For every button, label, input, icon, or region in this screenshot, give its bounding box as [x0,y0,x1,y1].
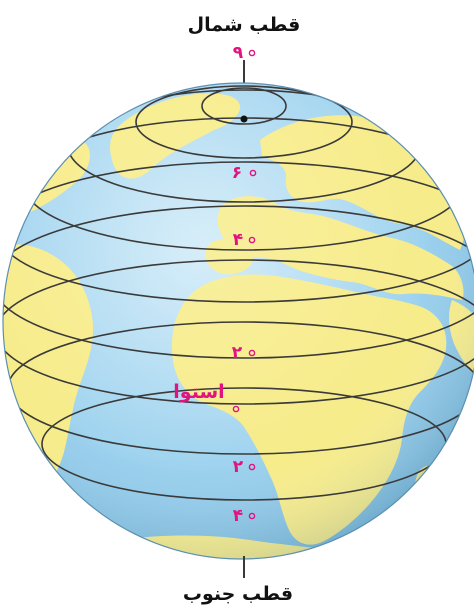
degree-label-20-south: ۲ [233,457,256,477]
south-pole-label: قطب جنوب [183,583,293,605]
latitude-line-20-south [3,259,474,405]
globe-outline [2,82,474,560]
degree-label-90: ۹ [233,43,256,63]
equator-label: استوا [173,381,224,403]
degree-symbol [248,512,256,520]
latitude-line-80 [135,85,353,159]
degree-value: ۹ [233,43,244,63]
degree-symbol [248,463,256,471]
degree-label-40-north: ۴ [233,230,256,250]
degree-symbol [248,49,256,57]
north-pole-label: قطب شمال [188,14,301,36]
globe-shading [3,83,474,559]
latitude-line-equator [3,205,474,359]
degree-label-60: ۶ [232,163,257,183]
degree-label-40-south: ۴ [233,506,256,526]
latitude-line-20-north [3,161,474,303]
degree-symbol [248,236,256,244]
degree-symbol-equator [232,405,240,413]
degree-value: ۴ [233,230,243,250]
degree-label-20-north: ۲ [232,343,256,363]
degree-value: ۶ [232,163,242,183]
degree-symbol [249,169,257,177]
degree-symbol [248,349,256,357]
equator-label-group: استوا [173,381,240,413]
degree-value: ۲ [233,457,244,477]
latitude-line-polar-cap [201,87,287,125]
degree-value: ۴ [233,506,243,526]
degree-value: ۲ [232,343,243,363]
north-pole-dot [240,115,248,123]
